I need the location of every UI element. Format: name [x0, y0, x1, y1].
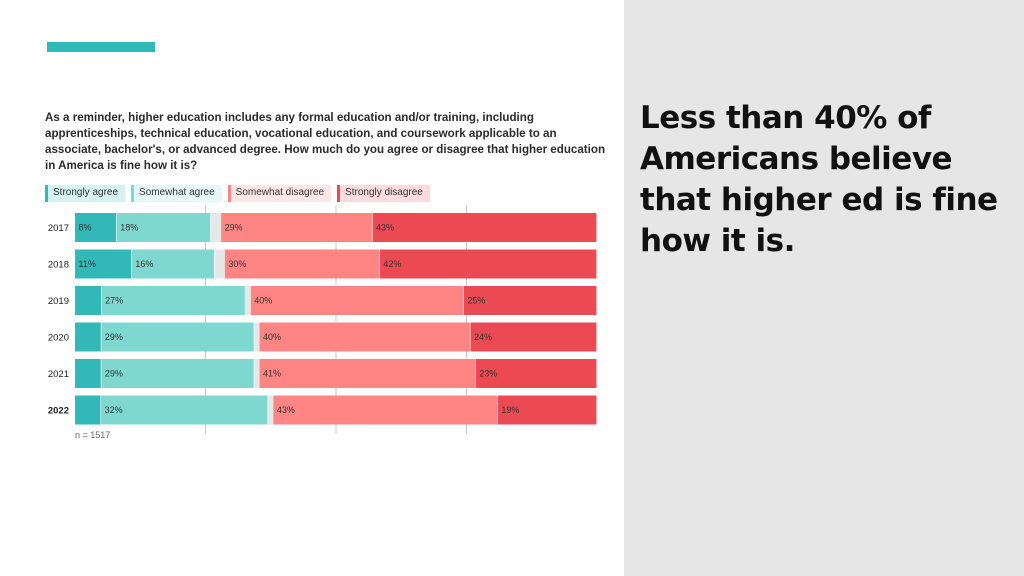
bar-2019-strongly-agree: [75, 286, 102, 315]
data-label-2022-somewhat-agree: 32%: [105, 405, 123, 415]
bar-2018-somewhat-disagree: [224, 249, 380, 279]
year-label-2022: 2022: [48, 406, 69, 417]
data-label-2019-strongly-disagree: 25%: [467, 296, 485, 306]
bar-2019-strongly-disagree: [463, 286, 597, 315]
year-label-2019: 2019: [48, 296, 69, 307]
bar-2018-strongly-disagree: [379, 249, 597, 279]
data-label-2018-strongly-disagree: 42%: [383, 259, 401, 269]
bar-2021-neutral: [254, 359, 260, 388]
legend-somewhat-agree: Somewhat agree: [131, 185, 222, 202]
bar-2019-somewhat-disagree: [250, 286, 464, 315]
stacked-bar-chart: 2017 8% 18% 29% 43% 2018 11% 16% 30% 42% 2019 27% 40…: [48, 205, 597, 434]
bar-2021-somewhat-disagree: [259, 359, 476, 388]
headline-panel: Less than 40% of Americans believe that …: [624, 0, 1024, 576]
bar-2022-somewhat-agree: [101, 395, 268, 425]
bar-2017-strongly-agree: [75, 213, 117, 242]
bar-2022-strongly-agree: [75, 395, 101, 425]
bar-2021-strongly-agree: [75, 359, 101, 388]
year-label-2018: 2018: [48, 260, 69, 271]
data-label-2019-somewhat-disagree: 40%: [254, 296, 272, 306]
data-label-2019-somewhat-agree: 27%: [105, 296, 123, 306]
legend-strongly-agree: Strongly agree: [45, 185, 126, 202]
bar-2018-strongly-agree: [75, 249, 132, 279]
sample-size-note: n = 1517: [75, 430, 111, 440]
bar-2021-somewhat-agree: [101, 359, 254, 388]
bar-2018-neutral: [214, 249, 225, 279]
data-label-2022-strongly-disagree: 19%: [501, 405, 519, 415]
bar-2022-strongly-disagree: [497, 395, 597, 425]
data-label-2018-somewhat-agree: 16%: [135, 259, 153, 269]
data-label-2022-somewhat-disagree: 43%: [277, 405, 295, 415]
data-label-2021-somewhat-disagree: 41%: [263, 369, 281, 379]
legend-somewhat-disagree: Somewhat disagree: [227, 185, 332, 202]
bar-2017-neutral: [210, 213, 222, 242]
data-label-2018-strongly-agree: 11%: [79, 259, 96, 269]
survey-question: As a reminder, higher education includes…: [45, 111, 606, 172]
data-label-2018-somewhat-disagree: 30%: [228, 259, 246, 269]
bar-2021-strongly-disagree: [475, 359, 597, 388]
year-label-2021: 2021: [48, 369, 69, 380]
year-label-2020: 2020: [48, 333, 69, 344]
data-label-2021-somewhat-agree: 29%: [105, 369, 123, 379]
bar-2017-somewhat-disagree: [221, 213, 372, 242]
bar-2019-somewhat-agree: [101, 286, 245, 315]
bar-2017-strongly-disagree: [372, 213, 597, 242]
accent-bar: [47, 42, 155, 52]
bar-2020-strongly-agree: [75, 322, 101, 352]
bar-2017-somewhat-agree: [116, 213, 211, 242]
slide-headline: Less than 40% of Americans believe that …: [640, 100, 998, 259]
bar-2020-somewhat-agree: [101, 322, 254, 352]
data-label-2017-strongly-agree: 8%: [79, 223, 92, 233]
data-label-2020-somewhat-disagree: 40%: [263, 332, 281, 342]
bar-2020-strongly-disagree: [470, 322, 597, 352]
year-label-2017: 2017: [48, 223, 69, 234]
bar-2019-neutral: [245, 286, 251, 315]
chart-legend: Strongly agree Somewhat agree Somewhat d…: [45, 185, 430, 202]
bar-2020-neutral: [254, 322, 260, 352]
data-label-2021-strongly-disagree: 23%: [479, 369, 497, 379]
bar-2018-somewhat-agree: [131, 249, 214, 279]
data-label-2017-somewhat-agree: 18%: [120, 223, 138, 233]
data-label-2020-somewhat-agree: 29%: [105, 332, 123, 342]
bar-2022-neutral: [268, 395, 274, 425]
legend-strongly-disagree: Strongly disagree: [337, 185, 430, 202]
data-label-2017-somewhat-disagree: 29%: [225, 223, 243, 233]
data-label-2017-strongly-disagree: 43%: [376, 223, 394, 233]
bar-2022-somewhat-disagree: [273, 395, 498, 425]
data-label-2020-strongly-disagree: 24%: [474, 332, 492, 342]
bar-2020-somewhat-disagree: [259, 322, 470, 352]
